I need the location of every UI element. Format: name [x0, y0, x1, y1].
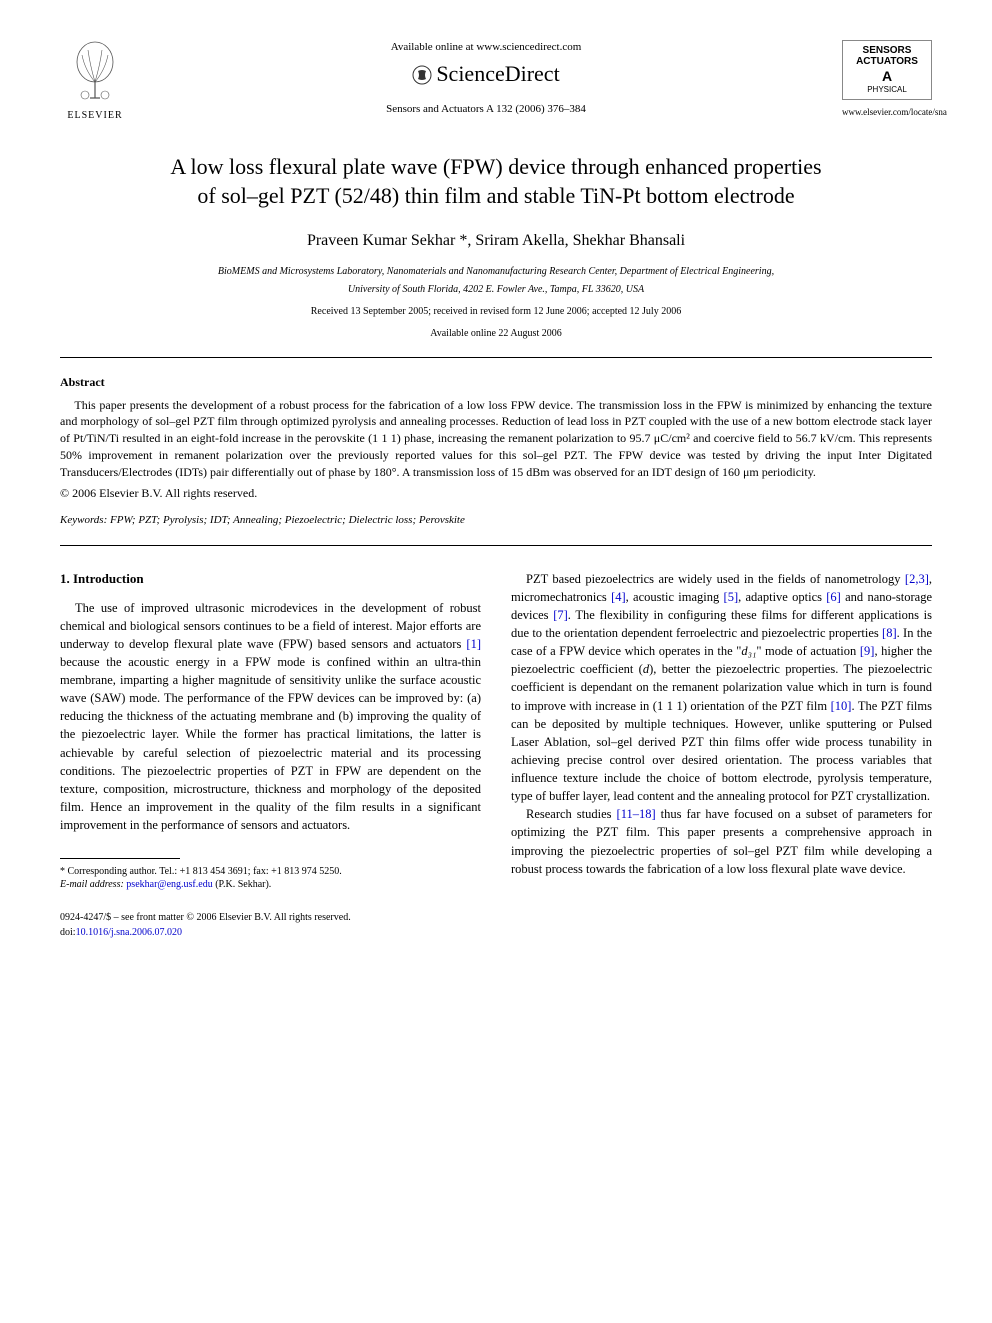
- sciencedirect-brand: ScienceDirect: [130, 59, 842, 90]
- keywords-text: FPW; PZT; Pyrolysis; IDT; Annealing; Pie…: [107, 514, 465, 526]
- keywords: Keywords: FPW; PZT; Pyrolysis; IDT; Anne…: [60, 513, 932, 528]
- corresponding-author: * Corresponding author. Tel.: +1 813 454…: [60, 865, 481, 878]
- ref-7[interactable]: [7]: [553, 608, 568, 622]
- title-line-1: A low loss flexural plate wave (FPW) dev…: [170, 154, 821, 179]
- ref-4[interactable]: [4]: [611, 590, 626, 604]
- doi-line: doi:10.1016/j.sna.2006.07.020: [60, 926, 481, 941]
- body-columns: 1. Introduction The use of improved ultr…: [60, 570, 932, 940]
- ref-1[interactable]: [1]: [466, 637, 481, 651]
- d31-symbol: d₃₁: [741, 644, 756, 658]
- section-1-heading: 1. Introduction: [60, 570, 481, 589]
- sensors-actuators-box: SENSORS ACTUATORS A PHYSICAL: [842, 40, 932, 100]
- elsevier-label: ELSEVIER: [60, 109, 130, 123]
- column-right: PZT based piezoelectrics are widely used…: [511, 570, 932, 940]
- abstract-heading: Abstract: [60, 374, 932, 391]
- physical-label: PHYSICAL: [847, 86, 927, 95]
- locate-url: www.elsevier.com/locate/sna: [842, 106, 932, 119]
- title-line-2: of sol–gel PZT (52/48) thin film and sta…: [197, 183, 794, 208]
- affiliation-line-1: BioMEMS and Microsystems Laboratory, Nan…: [60, 265, 932, 279]
- journal-logo: SENSORS ACTUATORS A PHYSICAL www.elsevie…: [842, 40, 932, 119]
- ref-2-3[interactable]: [2,3]: [905, 572, 929, 586]
- label-a: A: [847, 69, 927, 84]
- ref-6[interactable]: [6]: [826, 590, 841, 604]
- ref-8[interactable]: [8]: [882, 626, 897, 640]
- intro-paragraph-3: Research studies [11–18] thus far have f…: [511, 805, 932, 878]
- center-header: Available online at www.sciencedirect.co…: [130, 40, 842, 118]
- divider-top: [60, 357, 932, 358]
- issn-line: 0924-4247/$ – see front matter © 2006 El…: [60, 911, 481, 926]
- footnote-separator: [60, 858, 180, 859]
- column-left: 1. Introduction The use of improved ultr…: [60, 570, 481, 940]
- email-label: E-mail address:: [60, 879, 124, 890]
- ref-11-18[interactable]: [11–18]: [617, 807, 656, 821]
- elsevier-tree-icon: [70, 40, 120, 100]
- authors: Praveen Kumar Sekhar *, Sriram Akella, S…: [60, 230, 932, 252]
- intro-paragraph-2: PZT based piezoelectrics are widely used…: [511, 570, 932, 806]
- doi-link[interactable]: 10.1016/j.sna.2006.07.020: [76, 927, 182, 938]
- abstract-copyright: © 2006 Elsevier B.V. All rights reserved…: [60, 485, 932, 502]
- keywords-label: Keywords:: [60, 514, 107, 526]
- elsevier-logo: ELSEVIER: [60, 40, 130, 123]
- article-title: A low loss flexural plate wave (FPW) dev…: [100, 153, 892, 210]
- footer-meta: 0924-4247/$ – see front matter © 2006 El…: [60, 911, 481, 940]
- email-link[interactable]: psekhar@eng.usf.edu: [124, 879, 213, 890]
- sensors-label: SENSORS: [847, 45, 927, 56]
- actuators-label: ACTUATORS: [847, 56, 927, 67]
- received-dates: Received 13 September 2005; received in …: [60, 305, 932, 319]
- divider-bottom: [60, 545, 932, 546]
- available-online-text: Available online at www.sciencedirect.co…: [130, 40, 842, 55]
- affiliation-line-2: University of South Florida, 4202 E. Fow…: [60, 283, 932, 297]
- abstract-text: This paper presents the development of a…: [60, 397, 932, 481]
- intro-paragraph-1: The use of improved ultrasonic microdevi…: [60, 599, 481, 835]
- ref-5[interactable]: [5]: [724, 590, 739, 604]
- ref-9[interactable]: [9]: [860, 644, 875, 658]
- header-row: ELSEVIER Available online at www.science…: [60, 40, 932, 123]
- sciencedirect-text: ScienceDirect: [436, 59, 559, 90]
- journal-citation: Sensors and Actuators A 132 (2006) 376–3…: [130, 102, 842, 117]
- online-date: Available online 22 August 2006: [60, 327, 932, 341]
- ref-10[interactable]: [10]: [831, 699, 852, 713]
- email-footnote: E-mail address: psekhar@eng.usf.edu (P.K…: [60, 878, 481, 891]
- sciencedirect-icon: [412, 65, 432, 85]
